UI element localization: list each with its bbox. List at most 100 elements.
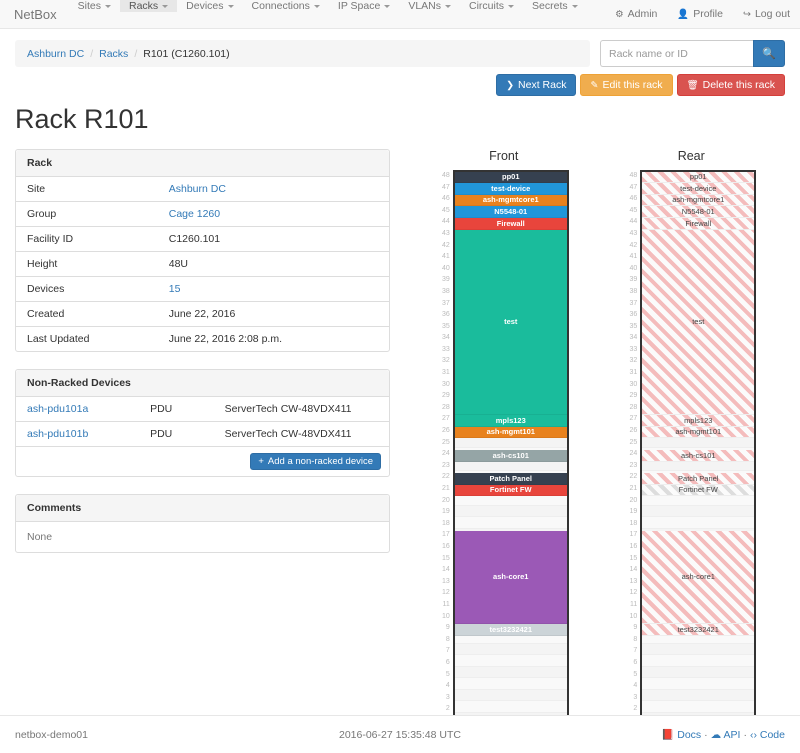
rack-unit-number: 11 bbox=[629, 600, 638, 608]
rack-device[interactable]: test-device bbox=[642, 183, 755, 195]
rack-unit-slot[interactable] bbox=[454, 436, 567, 449]
rack-device[interactable]: test3232421 bbox=[642, 624, 755, 636]
rack-unit-slot[interactable] bbox=[454, 517, 567, 529]
rack-device[interactable]: ash-cs101 bbox=[454, 450, 567, 462]
rack-device[interactable]: mpls123 bbox=[454, 415, 567, 427]
rack-unit-slot[interactable] bbox=[642, 655, 755, 667]
rack-unit-slot[interactable] bbox=[454, 689, 567, 702]
rack-unit-slot[interactable] bbox=[454, 494, 567, 506]
rack-device[interactable]: Fortinet FW bbox=[454, 484, 567, 497]
rack-attr-link[interactable]: Ashburn DC bbox=[168, 182, 226, 195]
rack-unit-slot[interactable] bbox=[642, 494, 755, 506]
device-role-cell: PDU bbox=[150, 402, 173, 415]
rack-unit-slot[interactable] bbox=[642, 643, 755, 656]
nav-log-out[interactable]: ↪ Log out bbox=[733, 0, 800, 28]
rack-unit-number: 20 bbox=[629, 496, 638, 504]
main-navbar: NetBox Sites Racks Devices Connections IP Sp… bbox=[0, 0, 800, 29]
rack-unit-slot[interactable] bbox=[642, 666, 755, 679]
nav-item-devices[interactable]: Devices bbox=[177, 0, 242, 12]
rack-device[interactable]: ash-cs101 bbox=[642, 450, 755, 462]
rack-device[interactable]: ash-core1 bbox=[642, 531, 755, 625]
search-input[interactable] bbox=[600, 40, 753, 67]
device-link[interactable]: ash-pdu101b bbox=[27, 427, 89, 440]
rack-device[interactable]: Firewall bbox=[642, 218, 755, 230]
user-icon: 👤 bbox=[677, 8, 690, 20]
rack-device[interactable]: N5548-01 bbox=[454, 206, 567, 219]
next-rack-button[interactable]: ❯ Next Rack bbox=[496, 74, 577, 96]
search-icon[interactable]: 🔍 bbox=[753, 40, 785, 67]
rack-unit-slot[interactable] bbox=[642, 689, 755, 702]
rack-unit-number: 35 bbox=[629, 322, 638, 330]
rack-unit-slot[interactable] bbox=[454, 701, 567, 713]
rack-unit-slot[interactable] bbox=[642, 678, 755, 690]
rack-device[interactable]: Patch Panel bbox=[454, 473, 567, 485]
rack-unit-number: 17 bbox=[629, 531, 638, 539]
rack-unit-slot[interactable] bbox=[642, 459, 755, 472]
footer-link-docs[interactable]: 📕 Docs bbox=[661, 729, 701, 741]
rack-device[interactable]: mpls123 bbox=[642, 415, 755, 427]
nav-link-label: Admin bbox=[627, 8, 658, 20]
rack-device[interactable]: Fortinet FW bbox=[642, 484, 755, 497]
rack-device[interactable]: ash-mgmtcore1 bbox=[454, 194, 567, 207]
breadcrumb-item-0[interactable]: Ashburn DC bbox=[27, 47, 85, 60]
rack-device[interactable]: ash-mgmt101 bbox=[642, 426, 755, 439]
footer-link-code[interactable]: ‹› Code bbox=[750, 729, 785, 741]
rack-unit-number: 23 bbox=[441, 461, 450, 469]
nav-item-secrets[interactable]: Secrets bbox=[523, 0, 587, 12]
rear-elevation: Rear 48 47 46 45 44 43 42 41 40 39 38 37 36 35 34 33 32 3… bbox=[626, 149, 757, 727]
nav-item-connections[interactable]: Connections bbox=[243, 0, 329, 12]
rack-device[interactable]: ash-mgmt101 bbox=[454, 426, 567, 439]
delete-this-rack-button[interactable]: 🗑 Delete this rack bbox=[676, 74, 785, 96]
rack-device[interactable]: N5548-01 bbox=[642, 206, 755, 219]
rack-unit-slot[interactable] bbox=[454, 505, 567, 518]
rack-device[interactable]: test3232421 bbox=[454, 624, 567, 636]
nav-item-racks[interactable]: Racks bbox=[119, 0, 178, 12]
chevron-down-icon bbox=[162, 4, 169, 8]
nav-profile[interactable]: 👤 Profile bbox=[667, 0, 733, 28]
rack-unit-slot[interactable] bbox=[642, 517, 755, 529]
footer-link-api[interactable]: ☁ API bbox=[711, 729, 741, 741]
rack-device[interactable]: test-device bbox=[454, 183, 567, 195]
add-non-racked-device-button[interactable]: + Add a non-racked device bbox=[250, 452, 381, 470]
nav-item-vlans[interactable]: VLANs bbox=[399, 0, 460, 12]
rack-device[interactable]: test bbox=[454, 229, 567, 416]
nav-admin[interactable]: ⚙ Admin bbox=[605, 0, 667, 28]
rack-unit-number: 22 bbox=[629, 473, 638, 481]
rack-unit-slot[interactable] bbox=[642, 701, 755, 713]
nav-item-label: IP Space bbox=[337, 0, 381, 12]
device-role-cell: PDU bbox=[139, 420, 214, 446]
nav-item-ip-space[interactable]: IP Space bbox=[329, 0, 399, 12]
rack-device[interactable]: Patch Panel bbox=[642, 473, 755, 485]
brand-logo[interactable]: NetBox bbox=[14, 6, 57, 22]
rack-device[interactable]: pp01 bbox=[454, 171, 567, 184]
rack-device[interactable]: ash-core1 bbox=[454, 531, 567, 625]
rack-unit-slot[interactable] bbox=[454, 632, 567, 644]
rack-unit-slot[interactable] bbox=[454, 678, 567, 690]
rack-unit-slot[interactable] bbox=[642, 505, 755, 518]
rack-device[interactable]: pp01 bbox=[642, 171, 755, 184]
rack-unit-number: 22 bbox=[441, 473, 450, 481]
rack-unit-slot[interactable] bbox=[454, 459, 567, 472]
device-link[interactable]: ash-pdu101a bbox=[27, 402, 89, 415]
breadcrumb-item-1[interactable]: Racks bbox=[99, 47, 129, 60]
rack-unit-slot[interactable] bbox=[642, 632, 755, 644]
rack-device[interactable]: ash-mgmtcore1 bbox=[642, 194, 755, 207]
rack-unit-slot[interactable] bbox=[642, 436, 755, 449]
rack-device-label: test bbox=[692, 317, 705, 327]
rack-unit-number: 30 bbox=[441, 380, 450, 388]
rack-unit-number: 8 bbox=[445, 635, 450, 643]
rack-unit-slot[interactable] bbox=[454, 643, 567, 656]
rack-attr-link[interactable]: Cage 1260 bbox=[168, 207, 221, 220]
nav-item-circuits[interactable]: Circuits bbox=[460, 0, 523, 12]
rack-unit-number: 40 bbox=[441, 264, 450, 272]
rack-device[interactable]: test bbox=[642, 229, 755, 416]
rack-unit-number: 28 bbox=[629, 403, 638, 411]
nav-item-sites[interactable]: Sites bbox=[69, 0, 120, 12]
rack-unit-slot[interactable] bbox=[454, 655, 567, 667]
rack-unit-slot[interactable] bbox=[454, 666, 567, 679]
rack-device[interactable]: Firewall bbox=[454, 218, 567, 230]
edit-this-rack-button[interactable]: ✎ Edit this rack bbox=[580, 74, 673, 96]
rack-unit-number: 11 bbox=[442, 600, 450, 608]
non-racked-devices-table: ash-pdu101a PDU ServerTech CW-48VDX411 ash-… bbox=[16, 397, 389, 446]
rack-attr-link[interactable]: 15 bbox=[168, 282, 181, 295]
